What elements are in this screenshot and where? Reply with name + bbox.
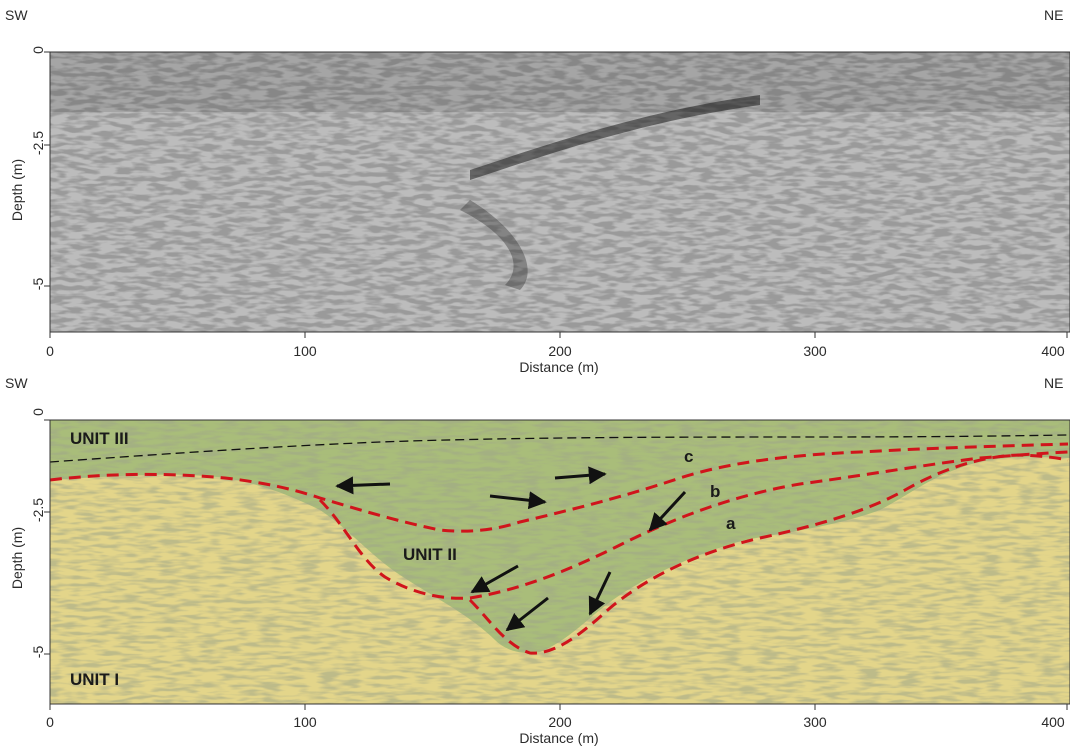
top-x-tick-3: 300 [803,343,827,359]
bottom-y-tick-0: 0 [30,408,46,416]
unit-iii-label: UNIT III [70,429,129,448]
arrow-7 [588,571,612,616]
top-y-axis: 0 -2.5 -5 Depth (m) [9,46,51,332]
arrow-6 [505,596,549,632]
arrow-2 [489,491,547,510]
top-y-tick-1: -2.5 [30,131,46,155]
unit-iii-boundary [49,434,1069,463]
horizon-a-line [468,453,1069,655]
bottom-orientation-left: SW [5,375,28,391]
bottom-x-axis-label: Distance (m) [519,730,598,746]
unit-ii-label: UNIT II [403,545,457,564]
top-x-tick-0: 0 [46,343,54,359]
bottom-x-tick-4: 400 [1041,714,1065,730]
arrow-3 [554,466,607,485]
horizon-c-label: c [684,447,693,466]
bottom-orientation-right: NE [1044,375,1063,391]
bottom-y-tick-1: -2.5 [30,498,46,522]
top-x-tick-4: 400 [1041,343,1065,359]
horizon-b-line [318,450,1069,600]
bottom-y-tick-2: -5 [30,646,46,659]
top-x-tick-2: 200 [548,343,572,359]
top-orientation-left: SW [5,7,28,23]
bottom-y-axis-label: Depth (m) [9,527,25,589]
top-orientation-right: NE [1044,7,1063,23]
arrow-1 [335,476,391,495]
unit-i-label: UNIT I [70,670,119,689]
top-y-tick-2: -5 [30,278,46,291]
top-y-axis-label: Depth (m) [9,159,25,221]
horizon-b-label: b [710,482,720,501]
top-y-tick-0: 0 [30,46,46,54]
arrow-5 [470,564,519,594]
top-x-axis-label: Distance (m) [519,359,598,375]
horizon-c-line [49,442,1069,533]
horizon-a-label: a [726,514,736,533]
bottom-x-tick-0: 0 [46,714,54,730]
bottom-x-tick-2: 200 [548,714,572,730]
top-x-tick-1: 100 [293,343,317,359]
bottom-x-axis: 0 100 200 300 400 Distance (m) [46,703,1068,746]
bottom-x-tick-3: 300 [803,714,827,730]
bottom-radargram [50,420,1070,704]
flow-arrows [335,466,687,632]
top-x-axis: 0 100 200 300 400 Distance (m) [46,331,1068,375]
top-panel: SW NE 0 -2.5 -5 Depth (m) [5,7,1070,375]
arrow-4 [648,490,687,532]
bottom-x-tick-1: 100 [293,714,317,730]
bottom-y-axis: 0 -2.5 -5 Depth (m) [9,408,51,704]
top-radargram [50,52,1070,332]
bottom-panel: SW NE UNIT III UNIT II UNIT I [5,375,1070,746]
